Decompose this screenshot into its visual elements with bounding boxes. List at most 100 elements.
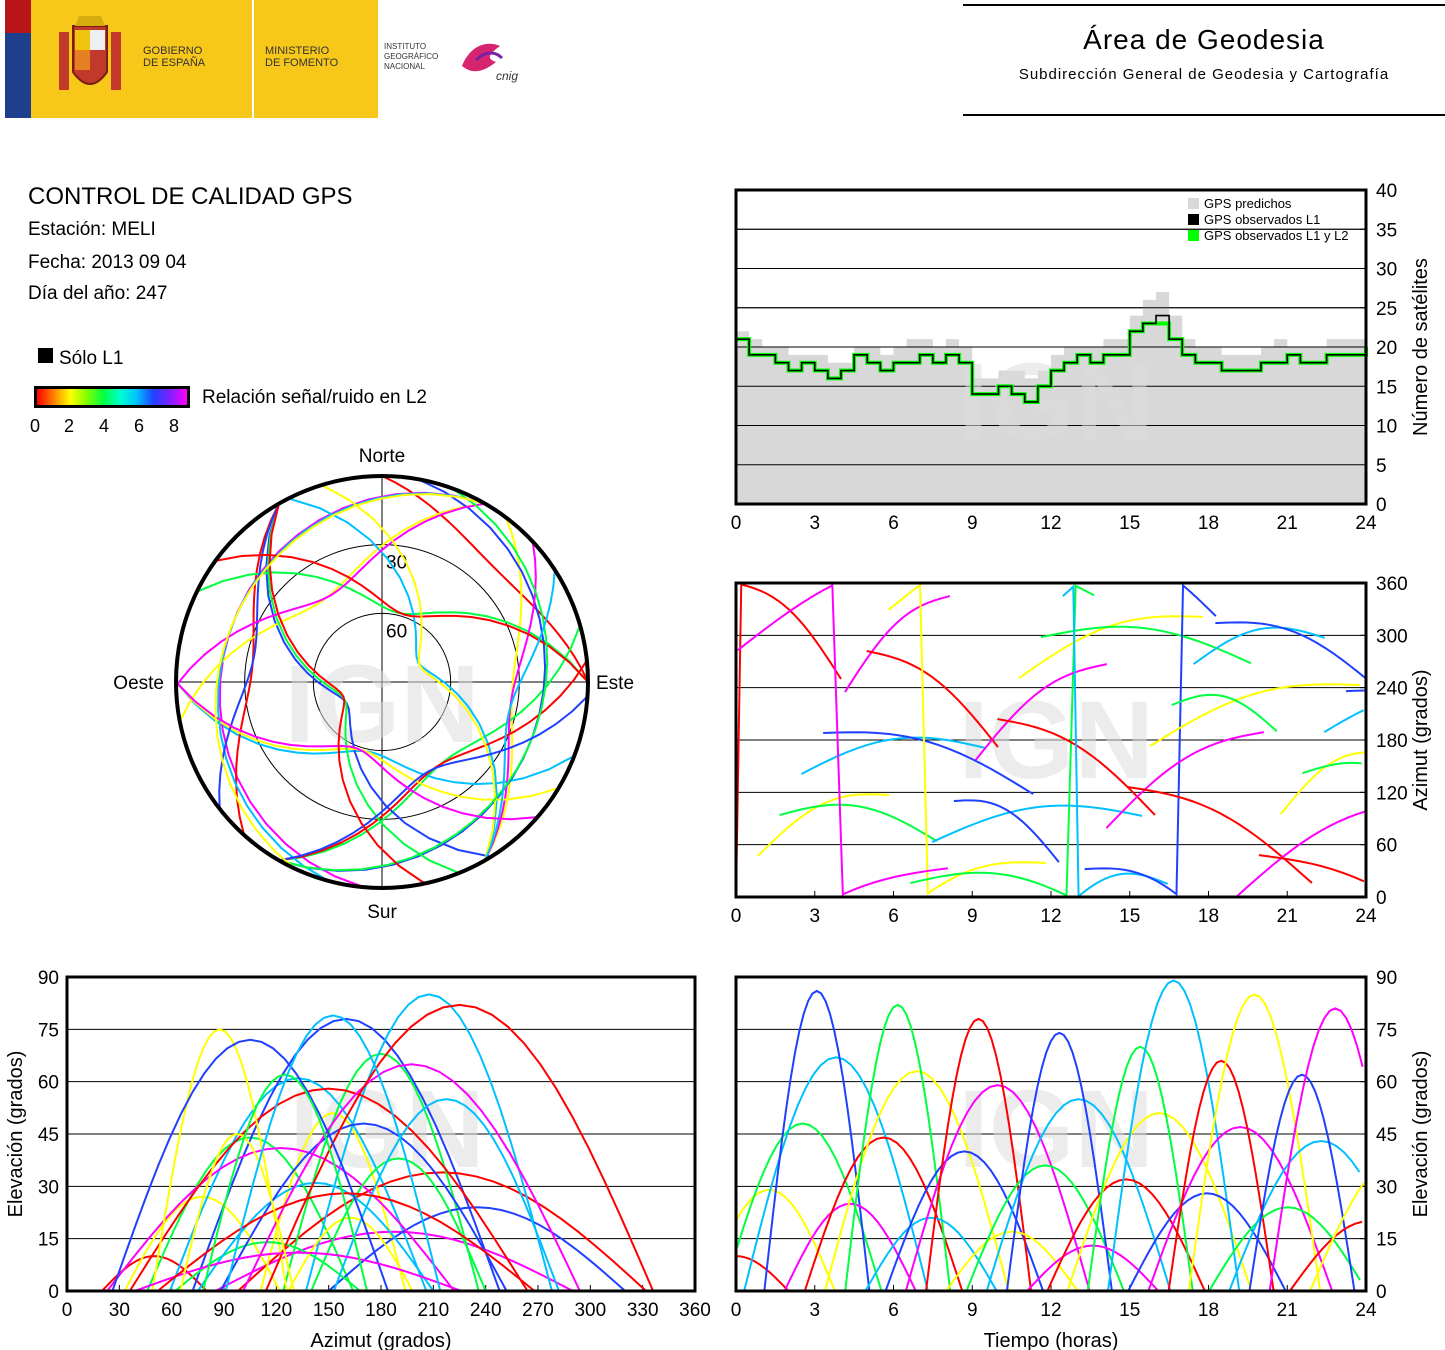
x-tick-label: 60 xyxy=(161,1300,182,1321)
y-tick-label: 25 xyxy=(1376,299,1397,320)
elevation-azimuth-track xyxy=(287,1216,414,1292)
azimuth-track xyxy=(1346,689,1365,693)
x-tick-label: 12 xyxy=(1040,1300,1061,1321)
x-tick-label: 12 xyxy=(1040,513,1061,534)
elevation-time-track xyxy=(1066,1112,1253,1292)
x-tick-label: 3 xyxy=(809,513,820,534)
elevation-azimuth-track xyxy=(151,1028,288,1292)
x-axis-label: Tiempo (horas) xyxy=(984,1330,1119,1350)
elevation-time-track xyxy=(1268,1007,1364,1292)
azimuth-track xyxy=(974,663,1108,761)
y-axis-label: Elevación (grados) xyxy=(5,1051,27,1218)
x-tick-label: 15 xyxy=(1119,513,1140,534)
azimuth-track xyxy=(1105,731,1265,829)
sky-track xyxy=(218,503,280,809)
azimuth-track xyxy=(757,793,890,857)
plot-border xyxy=(734,188,1368,506)
legend-swatch xyxy=(1188,214,1199,225)
y-axis-label: Azimut (grados) xyxy=(1410,669,1432,810)
sky-track xyxy=(214,493,486,870)
y-tick-label: 120 xyxy=(1376,783,1408,804)
elevation-time-track xyxy=(1167,1059,1275,1292)
x-tick-label: 120 xyxy=(260,1300,292,1321)
y-tick-label: 180 xyxy=(1376,731,1408,752)
sky-track xyxy=(175,681,538,821)
y-tick-label: 60 xyxy=(1376,836,1397,857)
azimuth-track xyxy=(737,583,948,896)
elevation-time-track xyxy=(1208,1206,1361,1292)
gov-text: GOBIERNO DE ESPAÑA xyxy=(143,45,206,69)
l1-only-swatch xyxy=(38,348,53,363)
azimuth-track xyxy=(866,650,999,748)
sky-track xyxy=(321,484,497,861)
legend-label: GPS observados L1 xyxy=(1204,212,1320,227)
elevation-azimuth-track xyxy=(328,1206,626,1292)
x-tick-label: 180 xyxy=(365,1300,397,1321)
elevation-time-track xyxy=(925,1017,1033,1292)
azimuth-track xyxy=(931,804,1143,843)
azimuth-track xyxy=(1018,615,1204,679)
y-tick-label: 30 xyxy=(38,1177,59,1198)
x-tick-label: 24 xyxy=(1355,906,1377,927)
predicted-area xyxy=(736,292,1366,504)
y-tick-label: 15 xyxy=(1376,1230,1397,1251)
y-axis-label: Número de satélites xyxy=(1410,258,1432,436)
east-label: Este xyxy=(596,673,634,694)
elevation-time-track xyxy=(985,1098,1172,1292)
elevation-time-track xyxy=(736,1122,883,1292)
azimuth-track xyxy=(1192,626,1326,665)
azimuth-track xyxy=(1236,810,1367,897)
snr-colorbar-label: Relación señal/ruido en L2 xyxy=(202,387,427,408)
snr-tick: 0 xyxy=(30,416,41,436)
azimuth-track xyxy=(779,803,938,843)
y-tick-label: 0 xyxy=(1376,1282,1387,1303)
elevation-time-track xyxy=(1046,1178,1206,1292)
x-tick-label: 9 xyxy=(967,1300,978,1321)
x-tick-label: 21 xyxy=(1277,906,1298,927)
x-tick-label: 0 xyxy=(731,1300,742,1321)
x-tick-label: 6 xyxy=(888,1300,899,1321)
x-tick-label: 3 xyxy=(809,1300,820,1321)
elevation-azimuth-track xyxy=(146,1136,355,1292)
north-label: Norte xyxy=(359,446,405,467)
snr-tick: 6 xyxy=(134,416,145,436)
elevation-time-track xyxy=(735,1255,790,1292)
x-tick-label: 150 xyxy=(313,1300,345,1321)
y-tick-label: 20 xyxy=(1376,338,1397,359)
x-tick-label: 9 xyxy=(967,513,978,534)
sky-track xyxy=(268,503,426,885)
y-tick-label: 45 xyxy=(1376,1125,1397,1146)
y-tick-label: 240 xyxy=(1376,679,1408,700)
y-axis-label: Elevación (grados) xyxy=(1410,1051,1432,1218)
elevation-time-track xyxy=(965,1164,1125,1292)
elevation-azimuth-track xyxy=(128,1087,529,1292)
sky-track xyxy=(278,695,589,862)
elevation-time-track xyxy=(743,1056,929,1292)
legend-swatch xyxy=(1188,230,1199,241)
elevation-time-track xyxy=(763,989,871,1292)
elevation-azimuth-track xyxy=(202,1073,369,1292)
elevation-time-track xyxy=(1248,1073,1356,1292)
elevation-time-track xyxy=(1005,1031,1113,1292)
l1-observed-line xyxy=(736,314,1367,403)
x-tick-label: 21 xyxy=(1277,1300,1298,1321)
plot-border xyxy=(65,975,697,1293)
azimuth-track xyxy=(887,583,1047,896)
elevation-azimuth-track xyxy=(310,1157,487,1292)
azimuth-track xyxy=(1215,621,1366,679)
ign-text: INSTITUTO GEOGRÁFICO NACIONAL xyxy=(384,42,439,71)
x-tick-label: 3 xyxy=(809,906,820,927)
y-tick-label: 15 xyxy=(1376,377,1397,398)
x-tick-label: 240 xyxy=(470,1300,502,1321)
skyplot-border xyxy=(174,474,590,890)
azimuth-track xyxy=(1149,683,1360,747)
azimuth-track xyxy=(1084,583,1217,897)
y-tick-label: 360 xyxy=(1376,574,1408,595)
elevation-azimuth-track xyxy=(134,1251,462,1292)
date-label: Fecha: 2013 09 04 xyxy=(28,252,187,273)
sky-track xyxy=(278,487,549,872)
elevation-time-track xyxy=(1106,979,1241,1292)
y-tick-label: 0 xyxy=(48,1282,59,1303)
azimuth-track xyxy=(1258,854,1365,883)
